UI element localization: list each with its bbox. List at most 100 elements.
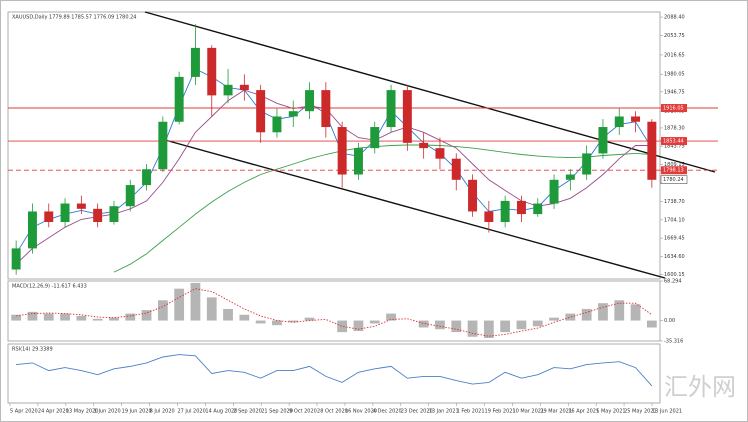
y-tick-label: 2053.75 bbox=[664, 33, 685, 39]
candle-body bbox=[484, 211, 494, 223]
y-tick-label: 68.294 bbox=[664, 279, 682, 285]
x-tick-label: 16 Apr 2021 bbox=[568, 409, 599, 415]
candle-body bbox=[370, 127, 380, 149]
level-label-box bbox=[661, 137, 687, 146]
moving-average bbox=[15, 68, 653, 254]
candle-body bbox=[468, 179, 478, 212]
y-tick-label: 1980.05 bbox=[664, 72, 685, 78]
macd-bar bbox=[109, 317, 119, 321]
x-tick-label: 13 Jan 2021 bbox=[429, 409, 459, 415]
trend-line bbox=[144, 11, 716, 173]
macd-bar bbox=[630, 304, 641, 321]
candle-body bbox=[174, 76, 184, 122]
rsi-line bbox=[16, 354, 653, 387]
candle-body bbox=[158, 121, 168, 170]
candle-body bbox=[288, 111, 298, 117]
macd-bar bbox=[190, 282, 201, 321]
candle-body bbox=[60, 203, 70, 223]
moving-average bbox=[15, 89, 652, 265]
x-tick-label: 16 Nov 2020 bbox=[345, 409, 377, 415]
candle-body bbox=[11, 248, 21, 270]
candle-body bbox=[500, 200, 510, 223]
macd-bar bbox=[239, 314, 250, 321]
rsi-panel bbox=[7, 343, 661, 404]
macd-bar bbox=[304, 317, 315, 321]
macd-bar bbox=[174, 288, 185, 321]
x-tick-label: 13 Jun 2021 bbox=[652, 409, 682, 415]
macd-bar bbox=[288, 320, 299, 323]
level-label-box bbox=[661, 104, 687, 113]
watermark: 汇外网 bbox=[664, 373, 736, 401]
macd-bar bbox=[206, 297, 217, 321]
macd-panel bbox=[7, 280, 661, 342]
macd-bar bbox=[500, 320, 511, 333]
macd-bar bbox=[76, 315, 87, 321]
candle-body bbox=[239, 84, 249, 91]
trend-line bbox=[164, 139, 666, 279]
macd-bar bbox=[11, 314, 22, 321]
candle-body bbox=[614, 116, 624, 128]
candle-body bbox=[76, 203, 86, 209]
candle-body bbox=[565, 174, 575, 180]
macd-bar bbox=[386, 313, 396, 321]
candle-body bbox=[223, 84, 233, 96]
candle-body bbox=[321, 90, 331, 128]
y-tick-label: 2088.40 bbox=[664, 15, 685, 21]
moving-average bbox=[113, 144, 652, 273]
macd-bar bbox=[27, 311, 38, 321]
y-tick-label: 1669.45 bbox=[664, 236, 685, 242]
candle-body bbox=[109, 206, 119, 223]
main-panel bbox=[7, 11, 661, 280]
level-label: 1798.13 bbox=[663, 168, 684, 174]
macd-bar bbox=[353, 320, 364, 331]
candle-body bbox=[27, 211, 37, 249]
candle-body bbox=[353, 148, 363, 175]
candle-body bbox=[207, 47, 217, 96]
macd-title: MACD(12,26,9) -11.617 6.433 bbox=[12, 284, 87, 290]
level-label: 1916.05 bbox=[663, 106, 684, 112]
candle-body bbox=[451, 158, 461, 180]
y-tick-label: 1809.15 bbox=[664, 162, 685, 168]
macd-bar bbox=[255, 320, 266, 324]
candle-body bbox=[142, 169, 152, 186]
y-tick-label: 1878.30 bbox=[664, 125, 685, 131]
candle-body bbox=[598, 127, 608, 154]
x-tick-label: 28 Oct 2020 bbox=[317, 409, 348, 415]
y-tick-label: 0.00 bbox=[664, 318, 675, 324]
candle-body bbox=[402, 90, 412, 143]
x-tick-label: 10 Mar 2021 bbox=[512, 409, 544, 415]
candle-body bbox=[435, 148, 445, 159]
macd-bar bbox=[516, 320, 527, 330]
macd-bar bbox=[157, 300, 168, 321]
x-tick-label: 5 Apr 2020 bbox=[10, 409, 38, 415]
macd-bar bbox=[141, 310, 152, 321]
x-tick-label: 4 Dec 2020 bbox=[373, 409, 402, 415]
macd-bar bbox=[549, 317, 559, 321]
candle-body bbox=[272, 116, 282, 133]
y-tick-label: 1704.10 bbox=[664, 217, 685, 223]
x-tick-label: 2 Sep 2020 bbox=[233, 409, 262, 415]
macd-bar bbox=[223, 308, 233, 321]
macd-bar bbox=[467, 320, 478, 337]
x-tick-label: 29 Mar 2021 bbox=[540, 409, 572, 415]
macd-bar bbox=[451, 320, 462, 333]
macd-bar bbox=[92, 318, 103, 321]
macd-bar bbox=[614, 300, 625, 321]
y-tick-label: 2016.65 bbox=[664, 52, 685, 58]
candle-body bbox=[44, 211, 54, 223]
macd-bar bbox=[369, 320, 380, 324]
last-price-box bbox=[660, 175, 688, 184]
candle-body bbox=[190, 47, 200, 77]
y-tick-label: 1600.15 bbox=[664, 272, 685, 278]
x-tick-label: 1 Feb 2021 bbox=[457, 409, 485, 415]
x-tick-label: 19 Jun 2020 bbox=[122, 409, 152, 415]
level-label: 1853.44 bbox=[663, 139, 684, 145]
candle-body bbox=[631, 116, 641, 122]
macd-bar bbox=[565, 313, 576, 321]
candle-body bbox=[647, 121, 657, 180]
candle-body bbox=[582, 153, 592, 175]
x-tick-label: 9 Oct 2020 bbox=[289, 409, 317, 415]
last-price-label: 1780.24 bbox=[663, 177, 684, 183]
